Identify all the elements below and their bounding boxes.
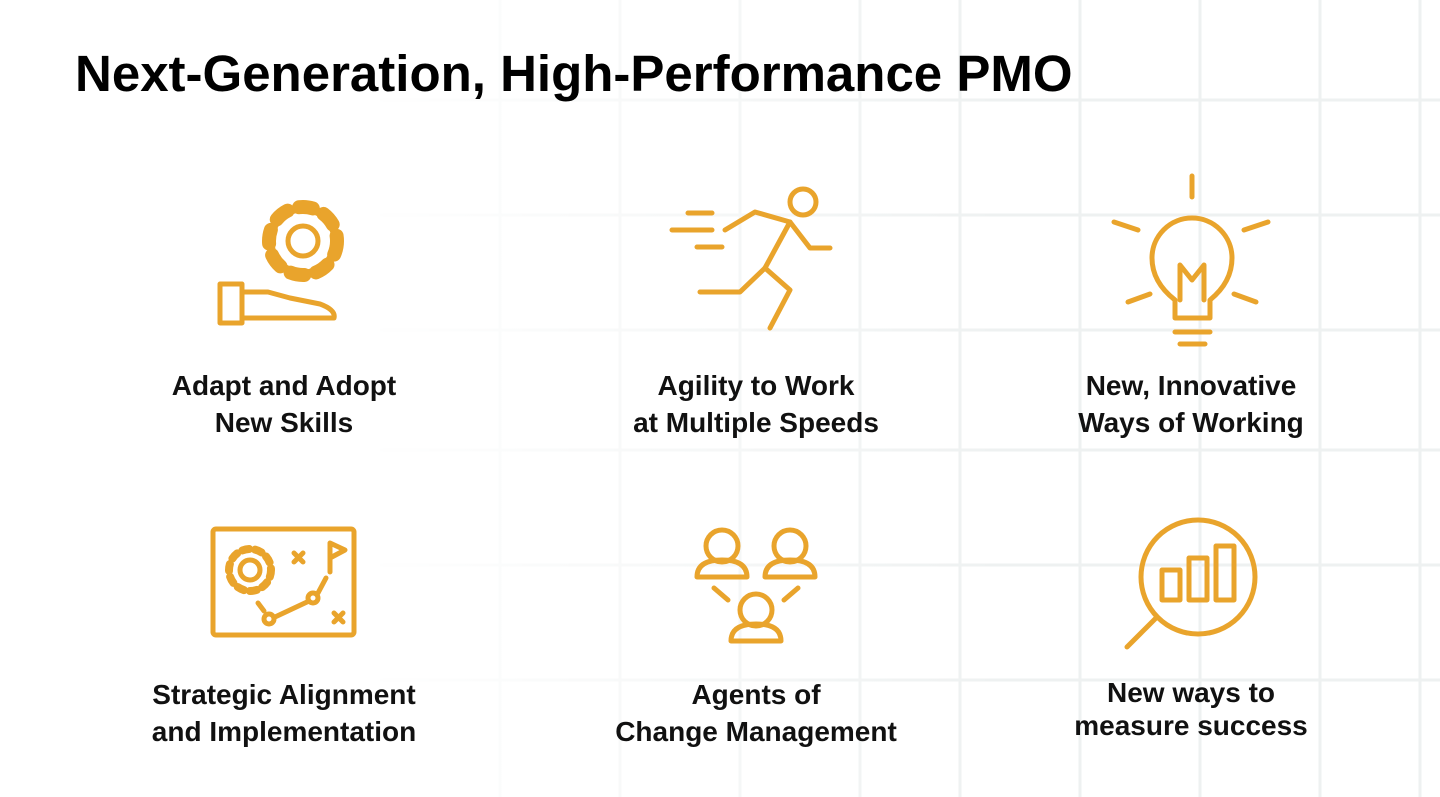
label-line: Change Management [615, 716, 897, 747]
item-label: Agents of Change Management [546, 676, 966, 750]
bulb-icon [1111, 173, 1271, 347]
label-line: Adapt and Adopt [171, 370, 397, 401]
label-line: New Skills [214, 407, 354, 438]
label-line: Strategic Alignment [152, 679, 416, 710]
label-line: New ways to [1106, 677, 1276, 708]
item-label: New ways to measure success [981, 676, 1401, 742]
label-line: Ways of Working [1078, 407, 1304, 438]
label-line: at Multiple Speeds [633, 407, 879, 438]
map-icon [210, 526, 357, 638]
title: Next-Generation, High-Performance PMO [75, 45, 1073, 102]
skills-icon [217, 200, 344, 326]
item-label: Agility to Work at Multiple Speeds [546, 367, 966, 441]
measure-icon [1124, 517, 1258, 650]
item-label: Strategic Alignment and Implementation [74, 676, 494, 750]
runner-icon [669, 186, 833, 331]
label-line: and Implementation [151, 716, 417, 747]
label-line: New, Innovative [1085, 370, 1297, 401]
item-label: Adapt and Adopt New Skills [74, 367, 494, 441]
people-icon [694, 527, 818, 644]
item-label: New, Innovative Ways of Working [981, 367, 1401, 441]
label-line: Agility to Work [657, 370, 855, 401]
label-line: Agents of [691, 679, 821, 710]
label-line: measure success [1074, 710, 1308, 741]
